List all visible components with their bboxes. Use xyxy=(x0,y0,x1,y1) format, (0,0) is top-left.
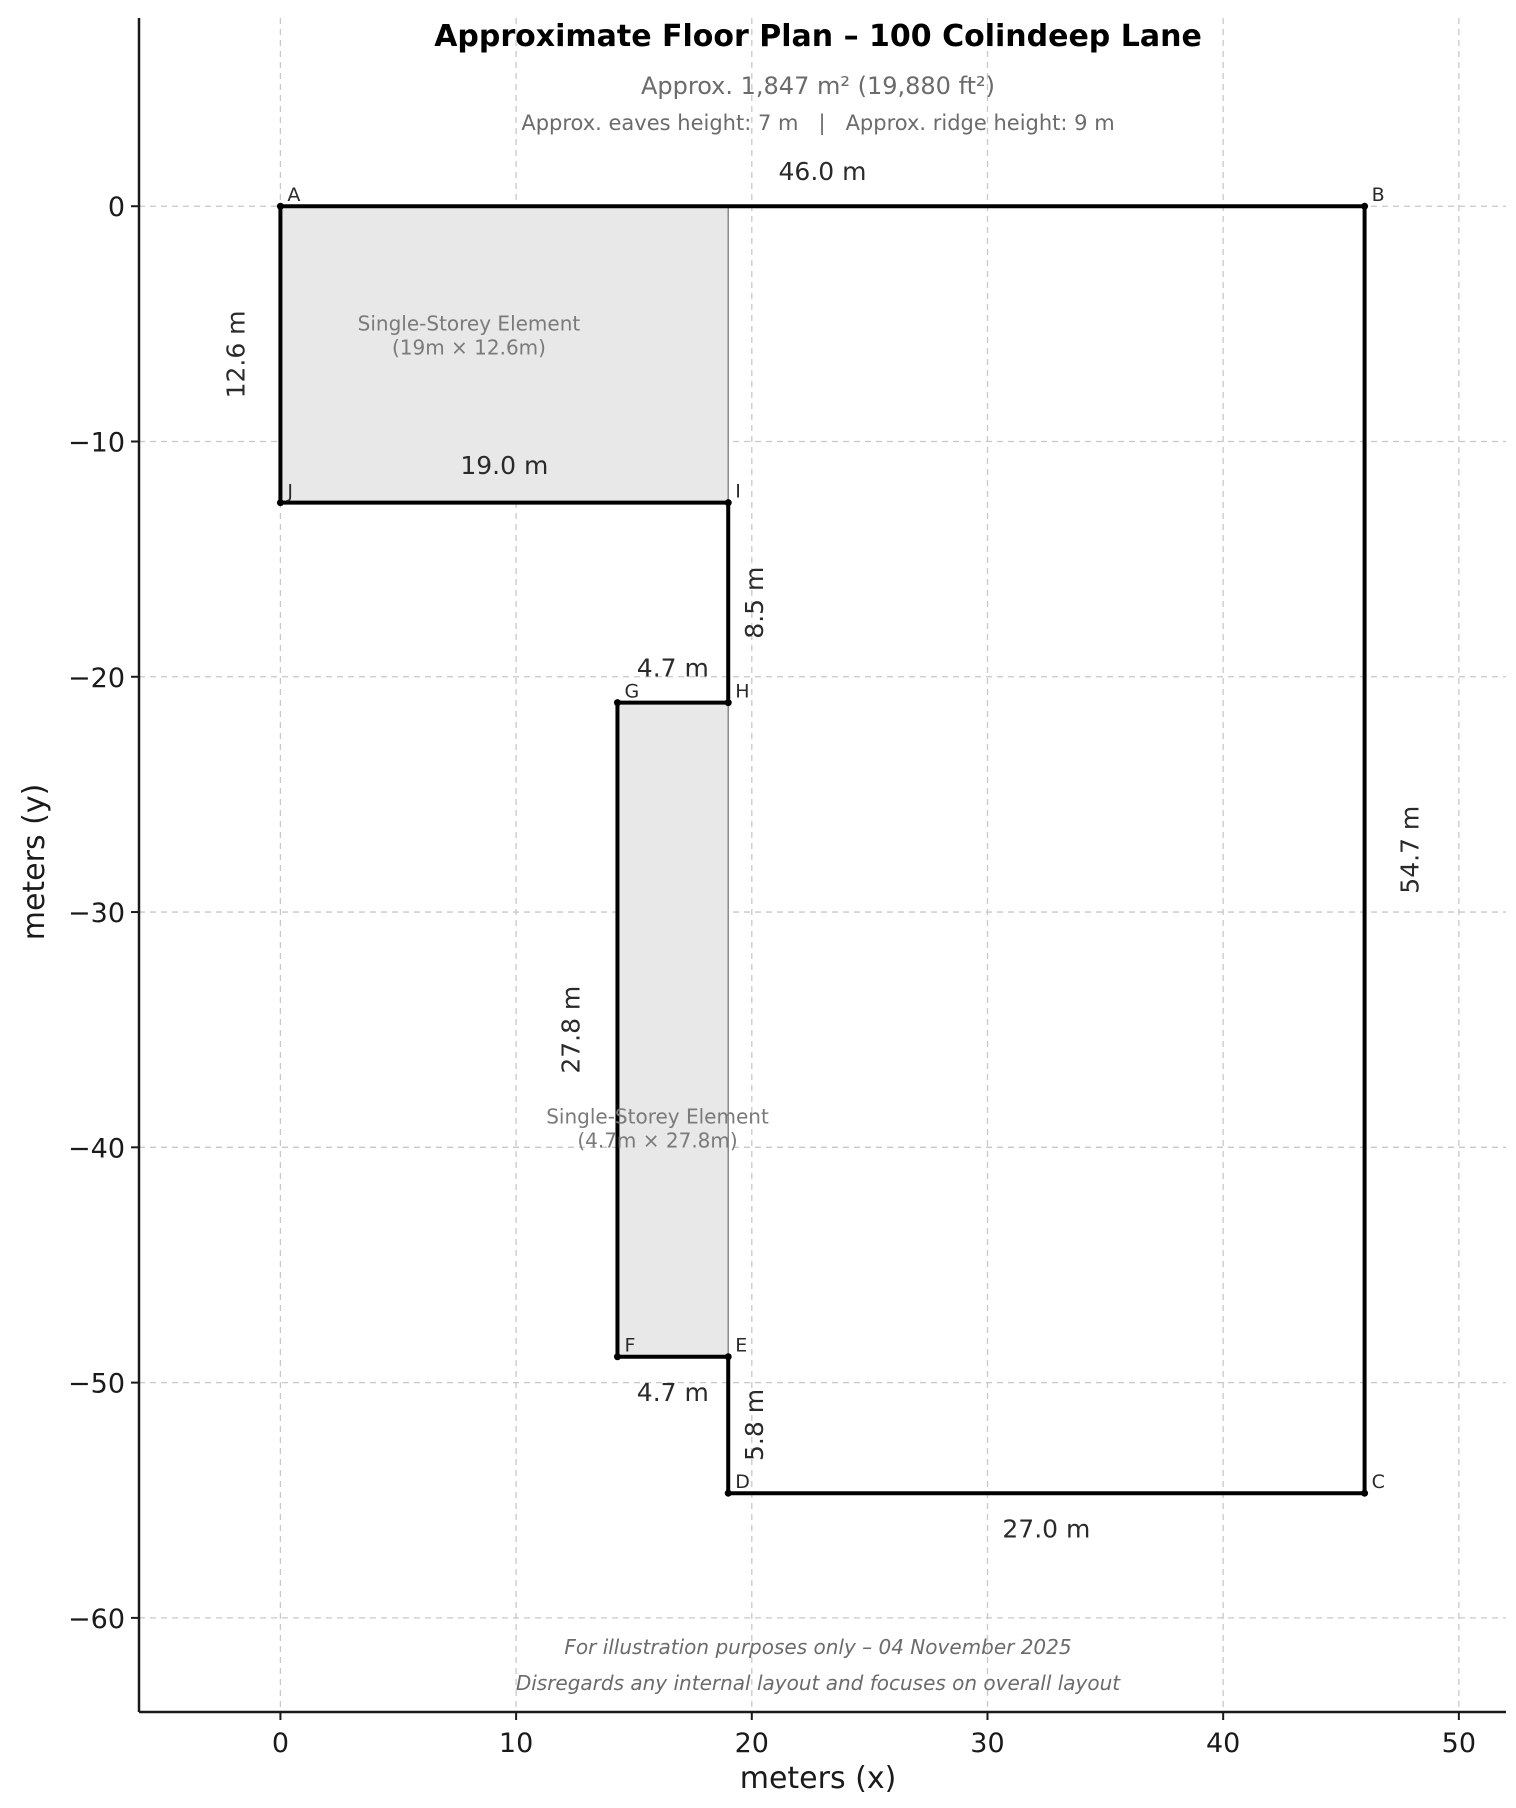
area-subtitle: Approx. 1,847 m² (19,880 ft²) xyxy=(641,72,995,100)
y-axis-label: meters (y) xyxy=(17,784,52,941)
dimension-label: 4.7 m xyxy=(637,653,709,682)
region-label: Single-Storey Element xyxy=(358,312,581,336)
x-tick-label: 0 xyxy=(272,1728,289,1759)
vertex-label: A xyxy=(287,184,300,206)
vertex-point xyxy=(724,1353,732,1361)
vertex-point xyxy=(613,1353,621,1361)
dimension-label: 5.8 m xyxy=(740,1389,769,1461)
region-size-label: (4.7m × 27.8m) xyxy=(577,1129,737,1153)
chart-title: Approximate Floor Plan – 100 Colindeep L… xyxy=(434,19,1202,54)
y-tick-label: 0 xyxy=(108,192,125,223)
single-storey-regions xyxy=(279,205,729,1358)
x-tick-label: 20 xyxy=(735,1728,769,1759)
single-storey-region xyxy=(616,701,729,1358)
vertex-point xyxy=(276,499,284,507)
vertex-point xyxy=(1361,202,1369,210)
vertex-point xyxy=(1361,1489,1369,1497)
heights-subtitle: Approx. eaves height: 7 m | Approx. ridg… xyxy=(521,111,1114,136)
vertex-label: C xyxy=(1372,1471,1385,1493)
y-tick-label: −50 xyxy=(68,1369,125,1400)
footer-line-2: Disregards any internal layout and focus… xyxy=(516,1671,1121,1695)
dimension-label: 12.6 m xyxy=(222,310,251,398)
dimension-label: 46.0 m xyxy=(779,157,867,186)
vertex-point xyxy=(724,699,732,707)
dimension-label: 27.0 m xyxy=(1002,1514,1090,1543)
dimension-label: 4.7 m xyxy=(637,1378,709,1407)
vertex-label: I xyxy=(735,481,741,503)
axes: 0 10 20 30 40 50 0 −10 −20 −30 −40 −50 −60 xyxy=(68,18,1506,1759)
x-tick-label: 30 xyxy=(970,1728,1004,1759)
vertex-label: J xyxy=(286,481,293,503)
x-tick-label: 10 xyxy=(499,1728,533,1759)
y-tick-label: −40 xyxy=(68,1133,125,1164)
dimension-label: 8.5 m xyxy=(740,567,769,639)
vertex-point xyxy=(724,499,732,507)
vertex-point xyxy=(276,202,284,210)
x-tick-label: 40 xyxy=(1206,1728,1240,1759)
x-axis-label: meters (x) xyxy=(740,1761,897,1796)
building-outline xyxy=(276,202,1369,1497)
vertex-point xyxy=(613,699,621,707)
vertex-label: E xyxy=(735,1335,747,1357)
vertex-label: F xyxy=(624,1335,635,1357)
annotations: Single-Storey Element(19m × 12.6m)Single… xyxy=(222,157,1425,1544)
y-tick-label: −30 xyxy=(68,898,125,929)
region-label: Single-Storey Element xyxy=(546,1105,769,1129)
dimension-label: 54.7 m xyxy=(1395,806,1424,894)
y-tick-label: −10 xyxy=(68,428,125,459)
vertex-point xyxy=(724,1489,732,1497)
dimension-label: 27.8 m xyxy=(556,986,585,1074)
y-tick-label: −60 xyxy=(68,1604,125,1635)
x-tick-label: 50 xyxy=(1442,1728,1476,1759)
dimension-label: 19.0 m xyxy=(460,451,548,480)
vertex-label: D xyxy=(735,1471,750,1493)
vertex-label: H xyxy=(735,681,749,703)
single-storey-region xyxy=(279,205,729,504)
region-size-label: (19m × 12.6m) xyxy=(392,336,546,360)
vertex-label: B xyxy=(1372,184,1385,206)
y-tick-label: −20 xyxy=(68,663,125,694)
footer-line-1: For illustration purposes only – 04 Nove… xyxy=(564,1635,1071,1659)
vertex-label: G xyxy=(624,681,639,703)
